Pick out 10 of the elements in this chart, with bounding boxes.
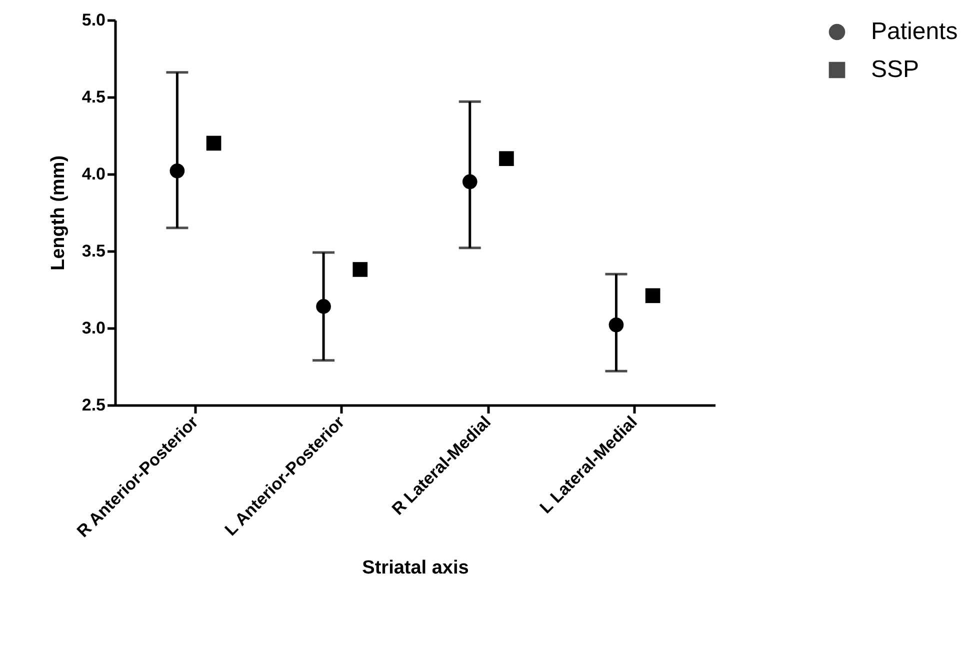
y-tick-label: 3.0 xyxy=(82,318,106,338)
legend-label: SSP xyxy=(871,56,920,83)
y-tick-label: 4.5 xyxy=(82,88,106,106)
x-axis-title: Striatal axis xyxy=(362,558,469,579)
y-tick-label: 5.0 xyxy=(82,10,106,30)
y-tick-label: 3.5 xyxy=(82,242,106,260)
y-tick-label: 4.0 xyxy=(82,164,106,184)
legend-label: Patients xyxy=(871,18,958,45)
y-axis-title: Length (mm) xyxy=(48,155,69,271)
y-tick-label: 2.5 xyxy=(82,396,106,414)
